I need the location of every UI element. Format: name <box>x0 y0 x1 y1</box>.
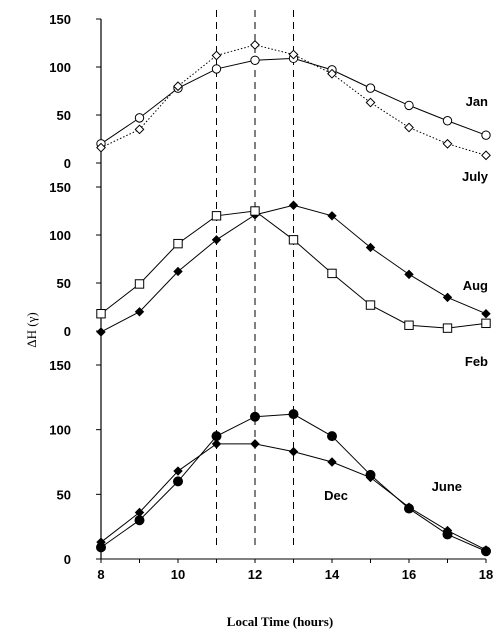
reference-lines <box>216 10 294 545</box>
y-tick-label: 100 <box>49 228 71 243</box>
series-label-jan: Jan <box>466 94 488 109</box>
series-label-feb: Feb <box>465 354 488 369</box>
data-point <box>134 279 145 289</box>
x-tick-label: 8 <box>97 567 104 582</box>
data-point <box>442 138 453 149</box>
data-point <box>96 142 106 153</box>
series-june <box>96 439 491 555</box>
data-point <box>250 206 260 216</box>
data-point <box>404 502 414 512</box>
data-point <box>404 269 414 280</box>
series-feb <box>96 206 491 333</box>
data-point <box>173 466 183 476</box>
y-tick-label: 0 <box>64 156 71 171</box>
data-point <box>211 235 222 245</box>
data-point <box>442 292 453 303</box>
data-point <box>481 130 491 140</box>
data-point <box>134 507 145 518</box>
x-tick-label: 18 <box>479 567 493 582</box>
data-point <box>327 457 337 467</box>
x-tick-label: 16 <box>402 567 416 582</box>
series-layer <box>96 40 491 557</box>
x-axis-title: Local Time (hours) <box>227 614 333 629</box>
data-point <box>250 439 260 449</box>
series-label-aug: Aug <box>463 278 488 293</box>
data-point <box>404 320 414 330</box>
data-point <box>211 211 222 221</box>
data-point <box>327 68 337 79</box>
data-point <box>96 537 106 547</box>
y-tick-label: 150 <box>49 180 71 195</box>
y-tick-label: 150 <box>49 358 71 373</box>
y-tick-label: 50 <box>57 108 71 123</box>
data-point <box>96 327 106 337</box>
y-tick-label: 0 <box>64 324 71 339</box>
data-point <box>365 97 376 108</box>
data-point <box>442 525 453 536</box>
y-tick-label: 50 <box>57 487 71 502</box>
axes-layer: 0 50 100 150 0 50 100 150 0 50 100 150 8 10 12 14 16 18 <box>49 12 493 582</box>
y-tick-label: 100 <box>49 423 71 438</box>
data-point <box>442 116 453 126</box>
data-point <box>173 476 183 487</box>
data-point <box>211 50 222 61</box>
data-point <box>134 307 145 317</box>
data-point <box>365 83 376 93</box>
series-label-dec: Dec <box>324 488 348 503</box>
x-tick-label: 12 <box>248 567 262 582</box>
series-july <box>96 40 491 161</box>
data-point <box>288 446 299 457</box>
data-point <box>288 409 299 420</box>
y-tick-label: 0 <box>64 552 71 567</box>
data-point <box>250 411 260 422</box>
data-point <box>327 431 337 442</box>
data-point <box>404 122 414 133</box>
data-point <box>173 238 183 249</box>
data-point <box>481 309 491 319</box>
data-point <box>288 235 299 245</box>
series-label-june: June <box>432 479 462 494</box>
data-point <box>365 472 376 483</box>
data-point <box>173 81 183 92</box>
y-axis-title: ΔH (γ) <box>24 312 39 347</box>
data-point <box>96 309 106 319</box>
series-line <box>100 44 487 156</box>
data-point <box>211 64 222 74</box>
y-tick-label: 150 <box>49 12 71 27</box>
data-point <box>327 211 337 221</box>
x-tick-label: 14 <box>325 567 340 582</box>
data-point <box>288 200 299 210</box>
data-point <box>134 113 145 123</box>
series-label-july: July <box>462 169 489 184</box>
data-point <box>288 49 299 60</box>
x-tick-label: 10 <box>171 567 185 582</box>
data-point <box>442 323 453 333</box>
data-point <box>481 150 491 161</box>
series-aug <box>96 200 491 337</box>
data-point <box>404 100 414 111</box>
data-point <box>365 300 376 310</box>
data-point <box>250 40 260 50</box>
data-point <box>211 439 222 449</box>
data-point <box>134 124 145 135</box>
data-point <box>327 268 337 279</box>
data-point <box>365 242 376 253</box>
data-point <box>173 266 183 277</box>
label-layer: Jan July Aug Feb Dec June <box>324 94 489 503</box>
y-tick-label: 50 <box>57 276 71 291</box>
y-tick-label: 100 <box>49 60 71 75</box>
data-point <box>481 318 491 329</box>
data-point <box>250 55 260 65</box>
data-point <box>481 545 491 555</box>
